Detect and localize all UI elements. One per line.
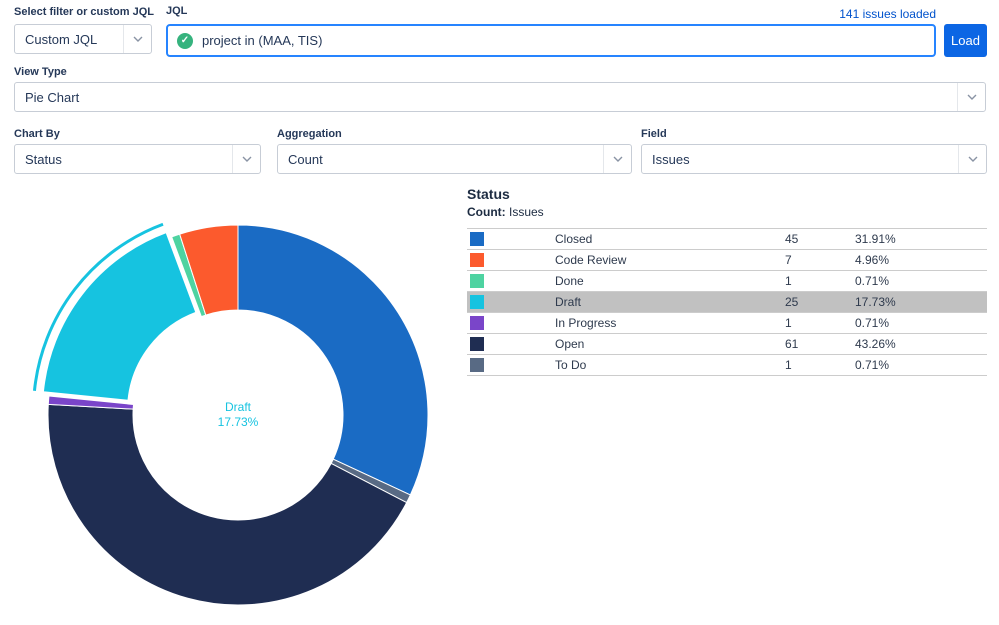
legend-row[interactable]: In Progress 1 0.71% [467,313,987,334]
legend-title: Status [467,186,510,202]
legend-row[interactable]: To Do 1 0.71% [467,355,987,376]
chart-by-select[interactable]: Status [14,144,261,174]
selected-slice-halo [32,222,164,391]
filter-select[interactable]: Custom JQL [14,24,152,54]
jql-value: project in (MAA, TIS) [202,33,323,48]
legend-panel: Status Count: Issues Closed 45 31.91% Code … [467,186,987,376]
filter-select-value: Custom JQL [25,31,98,47]
legend-table: Closed 45 31.91% Code Review 7 4.96% Done 1 0.71… [467,228,987,376]
field-select-value: Issues [652,151,690,167]
load-button[interactable]: Load [944,24,987,57]
legend-count: 61 [785,337,799,351]
chart-by-select-value: Status [25,151,62,167]
legend-count: 25 [785,295,799,309]
chevron-down-icon [957,83,985,111]
legend-count: 1 [785,358,792,372]
pie-slice[interactable] [47,403,408,606]
legend-percent: 31.91% [855,232,896,246]
pie-slice[interactable] [237,224,429,496]
check-circle-icon: ✓ [177,32,193,49]
view-type-select[interactable]: Pie Chart [14,82,986,112]
legend-swatch [470,253,484,267]
legend-row[interactable]: Code Review 7 4.96% [467,250,987,271]
chevron-down-icon [123,25,151,53]
legend-row[interactable]: Draft 25 17.73% [467,292,987,313]
legend-count: 1 [785,316,792,330]
legend-label: To Do [555,358,587,372]
legend-swatch [470,295,484,309]
legend-count: 45 [785,232,799,246]
legend-count: 1 [785,274,792,288]
chevron-down-icon [232,145,260,173]
legend-percent: 17.73% [855,295,896,309]
legend-swatch [470,274,484,288]
legend-label: Done [555,274,584,288]
legend-row[interactable]: Done 1 0.71% [467,271,987,292]
pie-slice[interactable] [179,224,239,316]
donut-chart [32,222,429,606]
view-type-label: View Type [14,66,67,78]
field-select[interactable]: Issues [641,144,987,174]
aggregation-select-value: Count [288,151,323,167]
legend-swatch [470,337,484,351]
legend-label: Open [555,337,585,351]
filter-label: Select filter or custom JQL [14,6,154,18]
aggregation-label: Aggregation [277,128,342,140]
legend-swatch [470,232,484,246]
legend-count: 7 [785,253,792,267]
legend-subtitle: Count: Issues [467,205,987,219]
pie-slice[interactable] [42,232,197,401]
legend-swatch [470,358,484,372]
legend-percent: 0.71% [855,316,890,330]
legend-swatch [470,316,484,330]
chevron-down-icon [958,145,986,173]
legend-row[interactable]: Closed 45 31.91% [467,229,987,250]
legend-subtitle-value: Issues [509,205,544,219]
issues-loaded-link[interactable]: 141 issues loaded [839,7,936,21]
pie-slice[interactable] [47,395,135,410]
jql-input[interactable]: ✓ project in (MAA, TIS) [166,24,936,57]
legend-row[interactable]: Open 61 43.26% [467,334,987,355]
legend-percent: 4.96% [855,253,890,267]
legend-label: Closed [555,232,593,246]
legend-label: Draft [555,295,582,309]
field-label: Field [641,128,667,140]
view-type-select-value: Pie Chart [25,89,80,105]
chevron-down-icon [603,145,631,173]
legend-percent: 0.71% [855,274,890,288]
jql-label: JQL [166,5,188,17]
legend-percent: 43.26% [855,337,896,351]
legend-subtitle-label: Count: [467,205,506,219]
aggregation-select[interactable]: Count [277,144,632,174]
legend-percent: 0.71% [855,358,890,372]
legend-label: Code Review [555,253,627,267]
chart-by-label: Chart By [14,128,60,140]
legend-label: In Progress [555,316,617,330]
